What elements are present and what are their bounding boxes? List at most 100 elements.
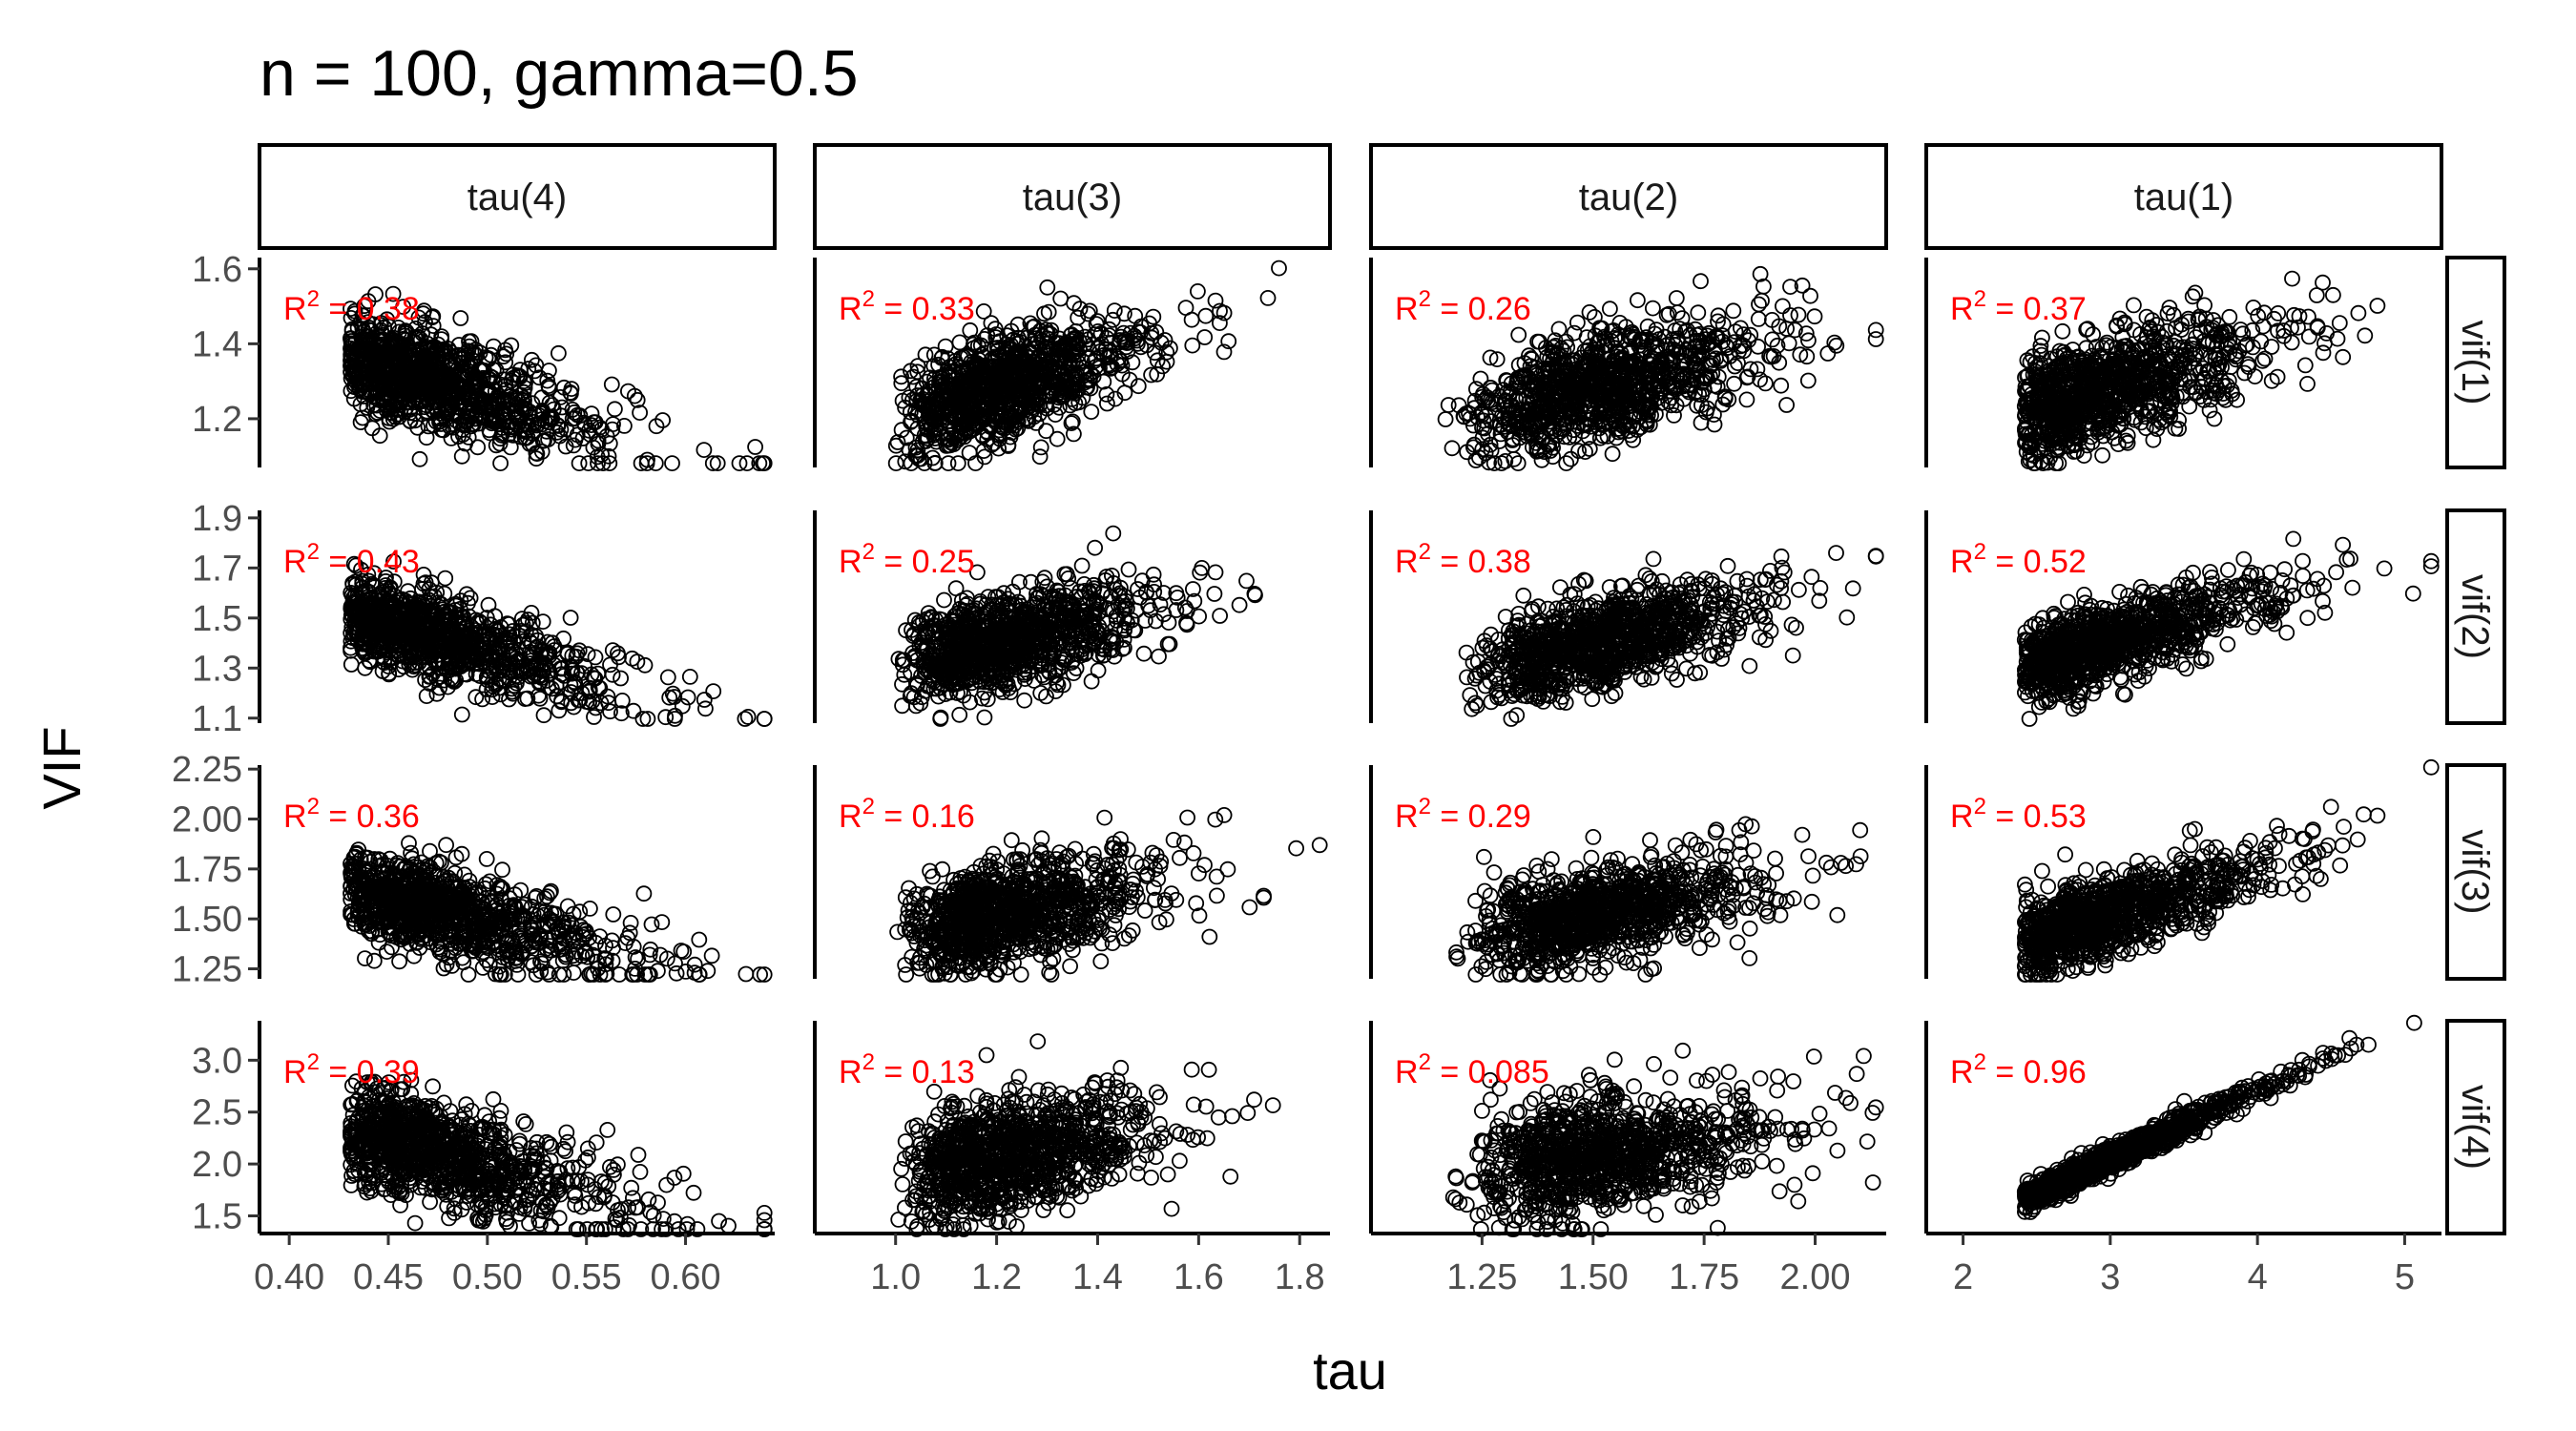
data-point [1496,393,1513,410]
data-point [1787,321,1803,339]
data-point [910,450,927,467]
data-point [429,336,447,353]
data-point [502,388,519,405]
x-axis-title: tau [1313,1340,1387,1400]
data-point [571,692,589,709]
data-point [1699,400,1715,417]
data-point [555,668,572,684]
data-point [1212,315,1228,332]
data-point [2032,338,2049,354]
data-point [1528,380,1546,397]
data-point [696,442,713,459]
data-point [1482,349,1499,366]
data-point [1051,330,1068,347]
data-point [358,332,375,348]
data-point [487,400,504,417]
data-point [2192,388,2209,405]
data-point [2047,455,2065,472]
data-point [2138,308,2155,325]
data-point [981,408,998,425]
data-point [2079,321,2096,338]
data-point [978,423,995,440]
data-point [2331,315,2348,332]
data-point [949,455,966,472]
data-point [2119,427,2136,445]
data-point [2023,391,2040,408]
data-point [343,321,361,338]
data-point [1082,380,1099,397]
data-point [1036,305,1052,322]
data-point [945,407,963,425]
data-point [2088,369,2106,386]
data-point [2018,421,2035,437]
data-point [590,435,607,452]
data-point [376,372,392,389]
data-point [951,334,968,351]
data-point [416,351,433,368]
data-point [2269,368,2286,385]
data-point [2369,298,2386,314]
data-point [1183,311,1200,328]
data-point [620,383,636,400]
data-point [2042,449,2059,467]
data-point [1050,389,1068,406]
data-point [1143,366,1159,384]
data-point [1645,300,1661,317]
data-point [472,361,489,378]
data-point [447,602,464,618]
data-point [2075,447,2092,465]
data-point [1613,345,1630,363]
data-point [496,632,512,649]
data-point [452,310,469,326]
data-point [425,665,442,682]
data-point [486,338,502,355]
data-point [991,430,1008,447]
data-point [942,363,958,380]
data-point [2163,361,2179,378]
data-point [1587,308,1603,325]
r2-annotation: R2 = 0.38 [283,286,420,327]
data-point [993,418,1010,435]
data-point [625,702,642,719]
data-point [1625,431,1642,448]
data-point [2173,316,2191,333]
data-point [1197,307,1215,324]
data-point [1828,337,1845,354]
data-point [455,630,472,647]
data-point [2192,323,2209,341]
data-point [381,665,398,682]
data-point [901,389,918,406]
data-point [581,682,598,699]
data-point [1800,332,1817,349]
data-point [1039,279,1056,296]
data-point [418,362,435,379]
data-point [1690,304,1707,321]
data-point [1710,307,1727,324]
data-point [2167,333,2184,350]
data-point [437,570,454,587]
data-point [453,706,470,723]
data-point [922,407,938,425]
data-point [2129,377,2145,394]
data-point [610,645,626,662]
data-point [517,614,534,632]
data-point [2065,425,2082,443]
data-point [1066,425,1082,443]
data-point [2093,386,2110,404]
data-point [1521,347,1537,364]
data-point [1566,427,1583,445]
data-point [1601,381,1618,398]
data-point [1735,326,1752,343]
panel-vif(1)-tau(4): R2 = 0.38 [283,285,773,472]
data-point [528,655,545,673]
data-point [1212,302,1228,320]
data-point [1477,445,1494,462]
data-point [495,348,512,365]
data-point [2245,299,2262,316]
data-point [2299,375,2316,392]
data-point [731,455,748,472]
data-point [639,451,655,468]
data-point [667,707,683,724]
data-point [378,570,394,586]
data-point [1539,362,1556,379]
